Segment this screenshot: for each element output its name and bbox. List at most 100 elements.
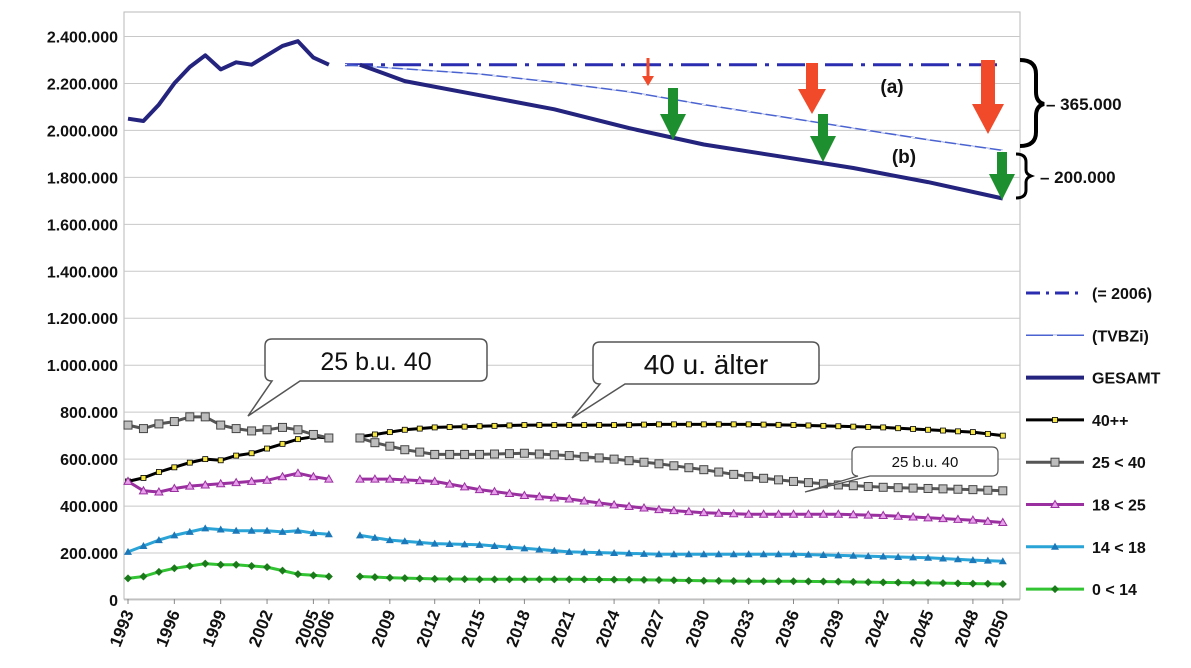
data-point xyxy=(549,450,559,460)
data-point xyxy=(864,552,873,560)
data-point xyxy=(789,550,798,558)
data-point xyxy=(730,421,737,428)
data-point xyxy=(506,422,513,429)
data-point xyxy=(324,530,333,538)
data-point xyxy=(848,509,859,519)
data-point xyxy=(475,449,485,459)
y-tick-label: 200.000 xyxy=(60,546,118,563)
data-point xyxy=(475,575,484,584)
data-point xyxy=(200,412,210,422)
y-tick-label: 2.000.000 xyxy=(47,123,118,140)
y-tick-label: 600.000 xyxy=(60,452,118,469)
data-point xyxy=(999,432,1006,439)
data-point xyxy=(684,463,694,473)
data-point xyxy=(998,486,1008,496)
data-point xyxy=(939,579,947,588)
data-point xyxy=(460,575,469,584)
data-point xyxy=(833,509,844,518)
y-tick-label: 1.200.000 xyxy=(47,311,118,328)
data-point xyxy=(611,422,617,428)
data-point xyxy=(970,429,976,436)
red-arrow-medium xyxy=(798,63,826,114)
data-point xyxy=(908,512,918,521)
data-point xyxy=(400,574,409,583)
series-group xyxy=(123,39,1008,589)
data-point xyxy=(123,420,133,430)
data-point xyxy=(308,429,318,439)
data-point xyxy=(609,499,619,509)
data-point xyxy=(247,526,256,534)
data-point xyxy=(834,577,843,586)
data-point xyxy=(1052,416,1058,423)
data-point xyxy=(924,578,933,587)
data-point xyxy=(909,578,918,587)
data-point xyxy=(550,575,559,584)
data-point xyxy=(758,509,769,518)
data-point xyxy=(521,422,528,428)
y-tick-label: 1.800.000 xyxy=(47,170,118,187)
label-a: (a) xyxy=(880,77,903,98)
data-point xyxy=(849,577,858,586)
series-line xyxy=(127,526,330,554)
data-point xyxy=(370,533,379,541)
legend-item: 40++ xyxy=(1026,413,1128,430)
data-point xyxy=(893,511,904,520)
data-point xyxy=(699,550,708,558)
data-point xyxy=(386,429,393,436)
data-point xyxy=(371,431,378,438)
data-point xyxy=(728,508,739,518)
legend-item: 14 < 18 xyxy=(1026,540,1146,557)
data-point xyxy=(983,485,993,495)
data-point xyxy=(490,575,499,584)
data-point xyxy=(169,483,180,492)
data-point xyxy=(370,573,379,582)
data-point xyxy=(474,484,485,494)
data-point xyxy=(293,570,302,579)
data-point xyxy=(639,503,649,512)
data-point xyxy=(505,543,514,551)
data-point xyxy=(818,509,829,518)
y-tick-label: 1.000.000 xyxy=(47,358,118,375)
data-point xyxy=(997,517,1008,527)
callout-40-older: 40 u. älter xyxy=(571,341,820,419)
data-point xyxy=(820,422,827,429)
data-point xyxy=(201,559,210,568)
data-point xyxy=(445,540,454,548)
data-point xyxy=(247,426,257,436)
data-point xyxy=(610,575,619,584)
data-point xyxy=(370,474,380,483)
data-point xyxy=(595,575,604,584)
legend-item: 0 < 14 xyxy=(1026,582,1137,599)
data-point xyxy=(295,436,301,443)
data-point xyxy=(729,550,738,558)
data-point xyxy=(309,529,318,537)
y-tick-label: 2.200.000 xyxy=(47,76,118,93)
data-point xyxy=(773,509,784,518)
data-point xyxy=(232,526,241,534)
data-point xyxy=(429,476,440,485)
data-point xyxy=(580,575,589,584)
callout-40-older-text: 40 u. älter xyxy=(644,349,769,380)
data-point xyxy=(400,445,410,455)
data-point xyxy=(790,422,797,428)
data-point xyxy=(231,477,242,487)
data-point xyxy=(699,576,708,585)
series-6 xyxy=(124,524,1007,565)
data-point xyxy=(278,422,287,432)
data-point xyxy=(401,426,408,433)
data-point xyxy=(446,424,453,430)
data-point xyxy=(744,577,753,586)
data-point xyxy=(489,486,500,496)
data-point xyxy=(185,561,194,570)
data-point xyxy=(953,514,963,523)
data-point xyxy=(124,574,132,583)
y-tick-label: 0 xyxy=(109,593,118,610)
data-point xyxy=(263,526,272,534)
data-point xyxy=(968,579,977,588)
data-point xyxy=(939,554,947,562)
data-point xyxy=(713,508,724,517)
data-point xyxy=(124,547,132,555)
data-point xyxy=(1051,585,1059,594)
series-line xyxy=(344,63,1003,152)
data-point xyxy=(669,505,679,515)
